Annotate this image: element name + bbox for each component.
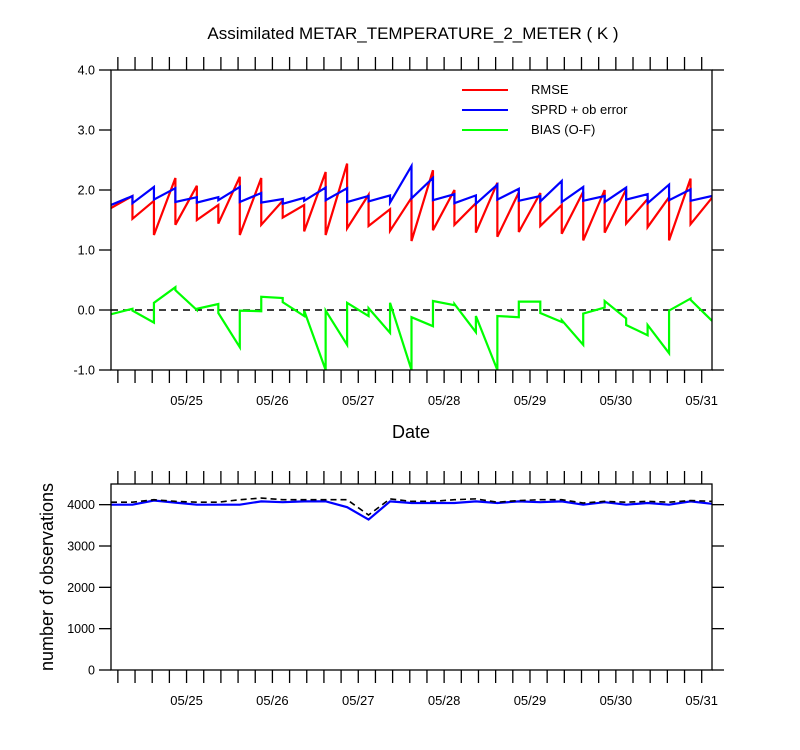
top-y-tick-label: 4.0 [78, 64, 95, 78]
top-series-bias-o-f [111, 285, 712, 370]
top-x-tick-label: 05/25 [170, 393, 203, 408]
bottom-y-tick-label: 2000 [67, 581, 95, 595]
chart-title: Assimilated METAR_TEMPERATURE_2_METER ( … [207, 24, 618, 43]
bottom-y-tick-label: 0 [88, 664, 95, 678]
bottom-plot-area: 05/25 05/26 05/27 05/28 05/29 05/30 05/31 0 1000… [67, 471, 724, 708]
bottom-x-tick-label: 05/26 [256, 693, 289, 708]
bottom-x-tick-label: 05/30 [600, 693, 633, 708]
top-y-tick-label: 2.0 [78, 184, 95, 198]
top-plot-frame [110, 69, 713, 371]
bottom-x-tick-label: 05/27 [342, 693, 375, 708]
bottom-y-tick-label: 3000 [67, 540, 95, 554]
top-x-tick-label: 05/31 [685, 393, 718, 408]
top-y-tick-label: 1.0 [78, 244, 95, 258]
top-series-rmse [111, 163, 712, 242]
legend-label-1: RMSE [531, 82, 569, 97]
bottom-y-tick-label: 1000 [67, 622, 95, 636]
top-y-tick-label: 0.0 [78, 304, 95, 318]
top-x-tick-label: 05/28 [428, 393, 461, 408]
top-x-tick-label: 05/27 [342, 393, 375, 408]
legend-label-2: SPRD + ob error [531, 102, 628, 117]
top-y-tick-label: -1.0 [73, 364, 95, 378]
bottom-x-tick-label: 05/28 [428, 693, 461, 708]
x-axis-title: Date [392, 422, 430, 442]
y-axis-title-observations: number of observations [37, 483, 57, 671]
top-x-tick-label: 05/26 [256, 393, 289, 408]
top-x-tick-label: 05/29 [514, 393, 547, 408]
bottom-y-tick-label: 4000 [67, 498, 95, 512]
bottom-series-observations-used [111, 499, 712, 521]
legend-label-3: BIAS (O-F) [531, 122, 595, 137]
bottom-plot-frame [110, 483, 713, 671]
bottom-x-tick-label: 05/25 [170, 693, 203, 708]
top-x-tick-label: 05/30 [600, 393, 633, 408]
bottom-series-observations-possible [111, 497, 712, 516]
top-y-tick-label: 3.0 [78, 124, 95, 138]
legend: RMSE SPRD + ob error BIAS (O-F) [462, 82, 628, 137]
bottom-x-tick-label: 05/29 [514, 693, 547, 708]
top-plot-area: 05/25 05/26 05/27 05/28 05/29 05/30 05/31 -1.0 0… [73, 57, 724, 408]
top-series-sprd-ob-error [111, 161, 712, 207]
bottom-x-tick-label: 05/31 [685, 693, 718, 708]
